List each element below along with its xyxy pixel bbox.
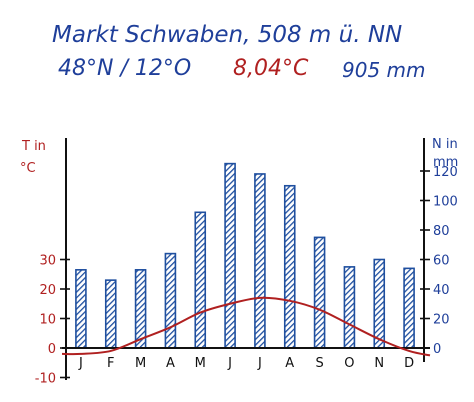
precipitation-bar-8 [283,184,296,349]
precipitation-bar-4 [164,252,177,349]
month-label: D [404,356,414,371]
precipitation-tick-label: 40 [433,283,450,298]
precipitation-bars [75,162,415,349]
chart-title: Markt Schwaben, 508 m ü. NN [52,22,403,48]
annual-temperature-label: 8,04°C [233,56,309,81]
temperature-tick-label: 30 [39,254,56,269]
temperature-tick-label: 10 [39,313,56,328]
month-label: J [227,356,232,371]
month-label: O [344,356,354,371]
month-label: S [315,356,323,371]
precipitation-tick-label: 120 [433,165,458,180]
coordinates-label: 48°N / 12°O [58,56,192,81]
month-label: A [285,356,294,371]
month-label: F [107,356,114,371]
precipitation-bar-12 [403,267,415,349]
month-label: N [374,356,384,371]
precipitation-bar-2 [104,279,117,349]
temperature-line [61,296,431,357]
precipitation-bar-11 [373,258,386,349]
precipitation-axis-label: N in [432,137,458,152]
month-label: M [135,356,146,371]
precipitation-axis-unit: mm [433,155,458,170]
temperature-ticks: -10 0 10 20 30 [35,254,70,387]
month-label: A [166,356,175,371]
precipitation-ticks: 0 20 40 60 80 100 120 [420,165,458,357]
temperature-axis-unit: °C [20,161,36,176]
precipitation-tick-label: 80 [433,224,450,239]
temperature-tick-label: 0 [48,342,56,357]
precipitation-bar-9 [313,236,326,349]
temperature-axis-label: T in [21,139,46,154]
precipitation-tick-label: 60 [433,254,450,269]
month-label: M [195,356,206,371]
precipitation-bar-10 [343,266,356,349]
temperature-tick-label: 20 [39,283,56,298]
month-label: J [257,356,262,371]
annual-precipitation-label: 905 mm [342,58,426,82]
precipitation-tick-label: 0 [433,342,441,357]
precipitation-tick-label: 100 [433,195,458,210]
month-label: J [78,356,83,371]
precipitation-bar-3 [134,269,147,349]
precipitation-bar-5 [194,211,207,349]
temperature-tick-label: -10 [35,372,56,387]
precipitation-bar-6 [224,162,236,349]
precipitation-bar-7 [254,173,266,349]
precipitation-bar-1 [75,269,87,349]
precipitation-tick-label: 20 [433,313,450,328]
